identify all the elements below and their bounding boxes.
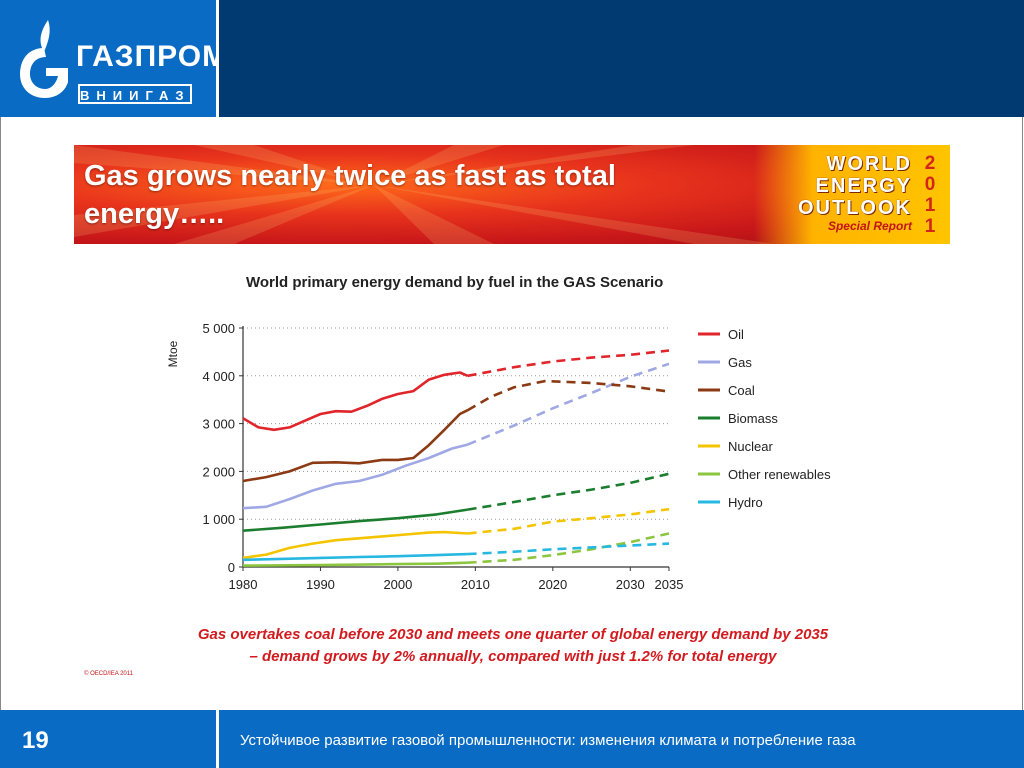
series-line-projection	[467, 472, 670, 511]
series-line-historical	[242, 409, 469, 483]
weo-line-world: WORLD	[826, 153, 912, 175]
footer-text: Устойчивое развитие газовой промышленнос…	[240, 732, 856, 749]
weo-logo: WORLD ENERGY OUTLOOK Special Report 2 0 …	[754, 145, 950, 244]
footer-right-panel	[219, 710, 1024, 768]
x-tick-label: 1980	[229, 577, 258, 592]
series-line-historical	[242, 561, 468, 567]
gazprom-flame-g-icon	[20, 20, 68, 98]
x-tick-label: 2035	[655, 577, 684, 592]
y-tick-label: 3 000	[202, 417, 235, 432]
banner-rays-decoration	[74, 145, 774, 244]
x-tick-label: 2020	[538, 577, 567, 592]
y-tick-label: 2 000	[202, 464, 235, 479]
title-banner: Gas grows nearly twice as fast as total …	[74, 145, 950, 244]
y-tick-label: 1 000	[202, 512, 235, 527]
series-line-historical	[242, 443, 468, 510]
series-line-historical	[242, 508, 468, 532]
banner-title: Gas grows nearly twice as fast as total …	[84, 160, 616, 230]
series-line-projection	[467, 532, 670, 564]
series-line-historical	[242, 371, 469, 432]
y-tick-label: 0	[228, 560, 235, 575]
header-bar	[219, 0, 1024, 117]
energy-demand-chart: 0 1 000 2 000 3 000 4 000 5 000 1980 1990 2000 20…	[166, 321, 831, 592]
weo-year-digit: 0	[924, 174, 936, 195]
caption-line-1: Gas overtakes coal before 2030 and meets…	[197, 626, 829, 643]
weo-year-digit: 2	[924, 153, 936, 174]
chart-title: World primary energy demand by fuel in t…	[246, 274, 664, 291]
page-number: 19	[22, 727, 49, 754]
weo-line-energy: ENERGY	[815, 175, 912, 197]
x-tick-label: 1990	[306, 577, 335, 592]
weo-special-report: Special Report	[827, 219, 912, 233]
y-axis-label: Mtoe	[166, 340, 180, 367]
series-line-projection	[467, 362, 670, 446]
legend-label: Biomass	[728, 411, 778, 426]
weo-year-digit: 1	[924, 195, 936, 216]
footer-left-panel	[0, 710, 216, 768]
caption-line-2: – demand grows by 2% annually, compared …	[249, 648, 777, 665]
y-tick-label: 5 000	[202, 321, 235, 336]
series-line-projection	[466, 379, 670, 412]
logo-subtitle: ВНИИГАЗ	[78, 84, 192, 104]
legend-label: Hydro	[728, 495, 763, 510]
series-line-projection	[467, 507, 670, 535]
copyright-note: © OECD/IEA 2011	[84, 671, 133, 677]
legend-label: Other renewables	[728, 467, 831, 482]
legend-label: Nuclear	[728, 439, 773, 454]
legend-label: Oil	[728, 327, 744, 342]
weo-year-digit: 1	[924, 216, 936, 237]
logo-name: ГАЗПРОМ	[76, 40, 229, 73]
series-line-historical	[242, 530, 468, 560]
series-line-historical	[242, 552, 468, 562]
x-tick-label: 2000	[383, 577, 412, 592]
x-tick-label: 2030	[616, 577, 645, 592]
x-tick-label: 2010	[461, 577, 490, 592]
logo-box: ГАЗПРОМ ВНИИГАЗ	[0, 0, 227, 117]
legend-label: Coal	[728, 383, 755, 398]
frame-right-line	[1022, 117, 1023, 710]
frame-left-line	[0, 117, 1, 710]
legend-label: Gas	[728, 355, 752, 370]
weo-line-outlook: OUTLOOK	[798, 197, 912, 219]
y-tick-label: 4 000	[202, 369, 235, 384]
series-line-projection	[467, 349, 670, 378]
chart-caption: Gas overtakes coal before 2030 and meets…	[90, 624, 936, 668]
series-line-projection	[467, 542, 670, 556]
